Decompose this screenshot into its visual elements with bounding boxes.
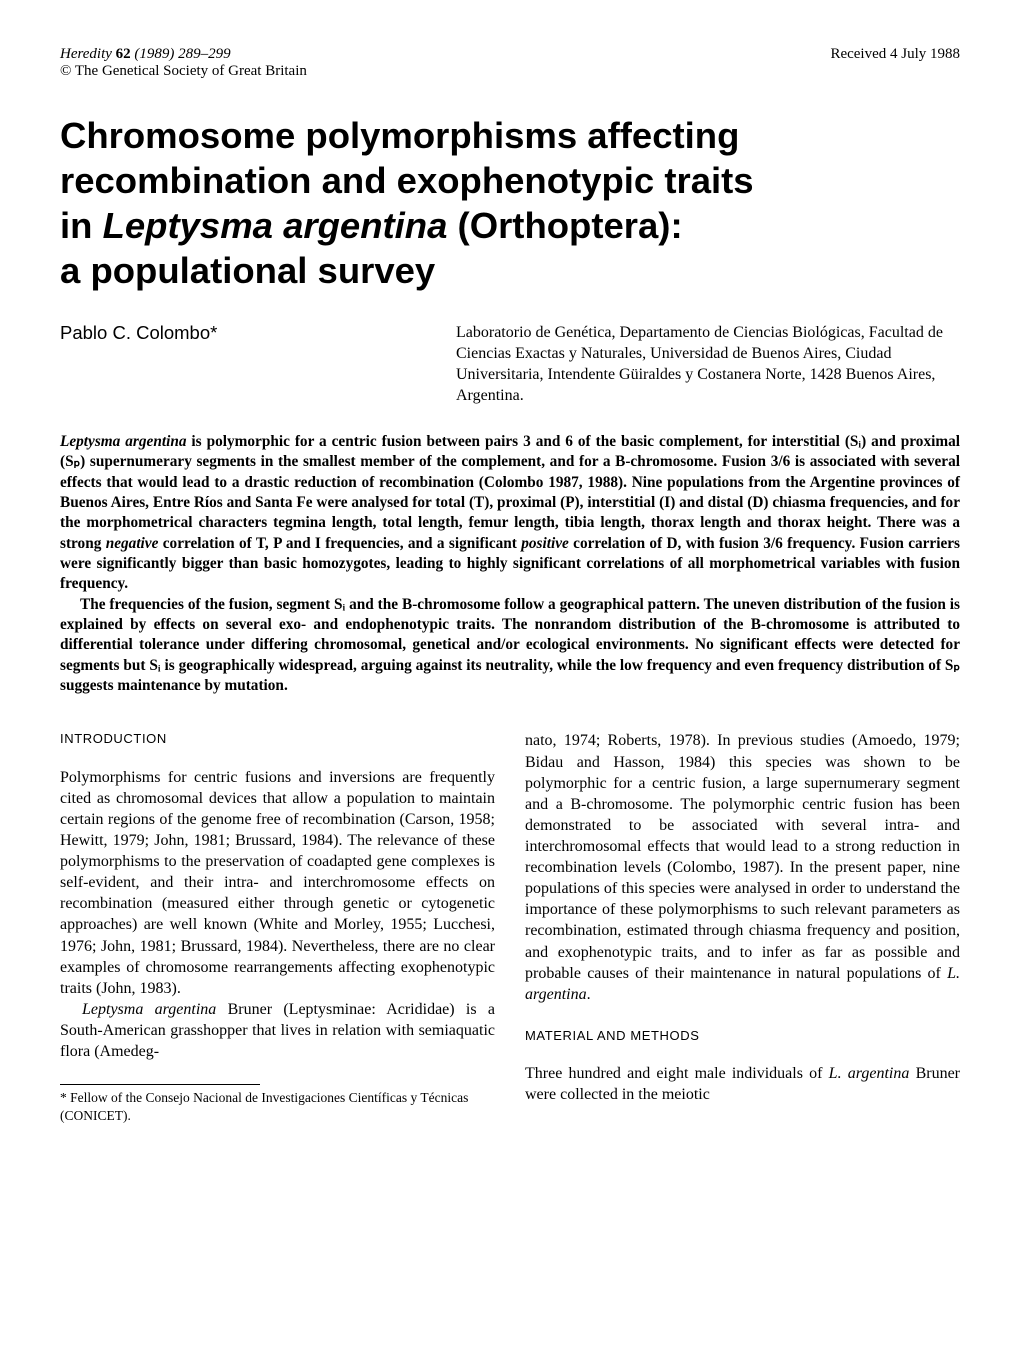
introduction-section: INTRODUCTION Polymorphisms for centric f… bbox=[60, 730, 495, 1062]
methods-p1: Three hundred and eight male individuals… bbox=[525, 1063, 960, 1105]
journal-citation: Heredity 62 (1989) 289–299 bbox=[60, 46, 307, 63]
article-title: Chromosome polymorphisms affecting recom… bbox=[60, 114, 960, 294]
author-block: Pablo C. Colombo* Laboratorio de Genétic… bbox=[60, 322, 960, 406]
title-line3b: (Orthoptera): bbox=[447, 205, 682, 246]
abstract-positive: positive bbox=[521, 535, 569, 552]
abstract-species: Leptysma argentina bbox=[60, 433, 186, 450]
intro-p2-left: Leptysma argentina Bruner (Leptysminae: … bbox=[60, 999, 495, 1062]
journal-volume: 62 bbox=[116, 46, 131, 62]
methods-section: MATERIAL AND METHODS Three hundred and e… bbox=[525, 1027, 960, 1105]
right-column: nato, 1974; Roberts, 1978). In previous … bbox=[525, 730, 960, 1127]
journal-name: Heredity bbox=[60, 46, 112, 62]
intro-continuation: nato, 1974; Roberts, 1978). In previous … bbox=[525, 730, 960, 1004]
abstract-p2: The frequencies of the fusion, segment S… bbox=[60, 595, 960, 697]
methods-p1b: L. argentina bbox=[829, 1065, 910, 1082]
society-line: © The Genetical Society of Great Britain bbox=[60, 63, 307, 80]
title-line2: recombination and exophenotypic traits bbox=[60, 160, 754, 201]
title-line3a: in bbox=[60, 205, 103, 246]
methods-p1a: Three hundred and eight male individuals… bbox=[525, 1065, 829, 1082]
received-date: Received 4 July 1988 bbox=[830, 46, 960, 80]
footnote-separator bbox=[60, 1084, 260, 1085]
abstract-negative: negative bbox=[106, 535, 159, 552]
author-name: Pablo C. Colombo* bbox=[60, 322, 456, 406]
journal-year: (1989) bbox=[134, 46, 174, 62]
title-line4: a populational survey bbox=[60, 250, 435, 291]
footnote: * Fellow of the Consejo Nacional de Inve… bbox=[60, 1089, 495, 1124]
left-column: INTRODUCTION Polymorphisms for centric f… bbox=[60, 730, 495, 1127]
intro-p2-species: Leptysma argentina bbox=[82, 1001, 216, 1018]
abstract-p1c: correlation of T, P and I frequencies, a… bbox=[158, 535, 521, 552]
intro-p1: Polymorphisms for centric fusions and in… bbox=[60, 767, 495, 999]
methods-heading: MATERIAL AND METHODS bbox=[525, 1027, 960, 1044]
intro-p2-right: nato, 1974; Roberts, 1978). In previous … bbox=[525, 730, 960, 1004]
body-columns: INTRODUCTION Polymorphisms for centric f… bbox=[60, 730, 960, 1127]
abstract-p1: Leptysma argentina is polymorphic for a … bbox=[60, 432, 960, 595]
title-species: Leptysma argentina bbox=[103, 205, 448, 246]
author-affiliation: Laboratorio de Genética, Departamento de… bbox=[456, 322, 960, 406]
journal-pages: 289–299 bbox=[178, 46, 231, 62]
intro-heading: INTRODUCTION bbox=[60, 730, 495, 747]
page-header: Heredity 62 (1989) 289–299 © The Genetic… bbox=[60, 46, 960, 80]
header-left: Heredity 62 (1989) 289–299 © The Genetic… bbox=[60, 46, 307, 80]
title-line1: Chromosome polymorphisms affecting bbox=[60, 115, 739, 156]
intro-p2d: . bbox=[587, 986, 591, 1003]
intro-p2b: nato, 1974; Roberts, 1978). In previous … bbox=[525, 732, 960, 981]
abstract: Leptysma argentina is polymorphic for a … bbox=[60, 432, 960, 696]
